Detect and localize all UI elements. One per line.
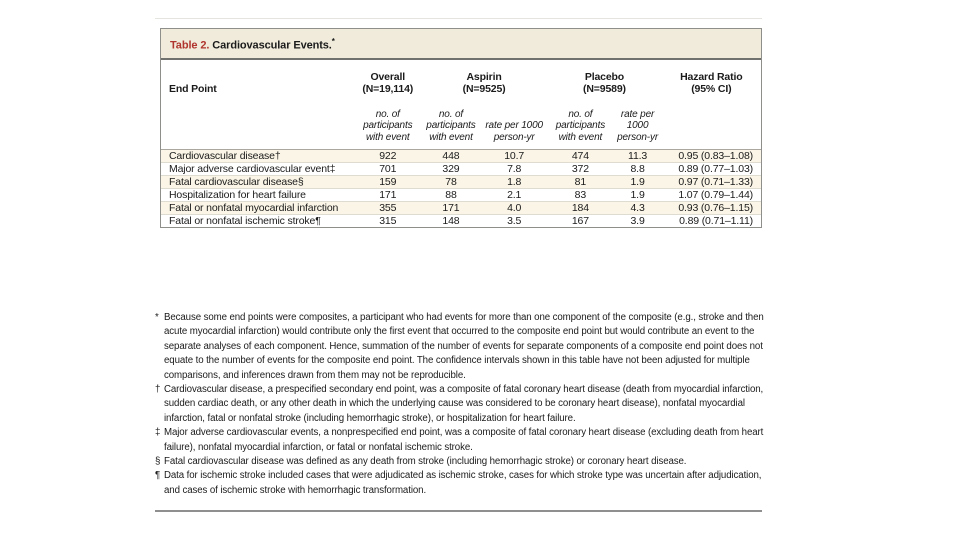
group-n: (N=19,114) (362, 82, 414, 95)
cell-aspirin-n: 88 (420, 188, 482, 202)
cell-placebo-rate: 1.9 (613, 175, 662, 189)
cell-overall-n: 922 (379, 150, 397, 163)
footnote-symbol: ‡ (155, 427, 161, 439)
table-row: Fatal or nonfatal myocardial infarction … (161, 201, 761, 215)
footnote-symbol: § (155, 456, 161, 468)
cell-overall-n: 159 (354, 175, 421, 189)
cell-overall-n: 701 (354, 162, 421, 176)
cell-placebo-n: 167 (547, 214, 614, 228)
group-label: Overall (370, 70, 406, 83)
footnote-symbol: † (155, 384, 161, 396)
cell-placebo-rate: 11.3 (628, 150, 648, 163)
group-header-row: End Point Overall (N=19,114) Aspirin (N=… (161, 60, 761, 109)
sub-header-row: no. of participants with event no. of pa… (161, 108, 761, 151)
group-label: Placebo (584, 70, 625, 83)
cell-placebo-rate: 8.8 (613, 162, 662, 176)
cell-aspirin-rate: 1.8 (481, 175, 548, 189)
table-row: Hospitalization for heart failure 171 88… (161, 188, 761, 202)
bottom-rule (155, 510, 762, 512)
group-label: Hazard Ratio (680, 70, 743, 83)
table-row: Fatal cardiovascular disease§ 159 78 1.8… (161, 175, 761, 189)
cell-placebo-n: 474 (571, 150, 589, 163)
footnote: * Because some end points were composite… (155, 311, 769, 383)
cell-aspirin-rate: 7.8 (481, 162, 548, 176)
subheader-aspirin-rate: rate per 1000 person-yr (481, 108, 548, 151)
group-n: (95% CI) (691, 82, 732, 95)
footnote: § Fatal cardiovascular disease was defin… (155, 455, 769, 469)
cell-placebo-rate: 3.9 (613, 214, 662, 228)
table-title-footnote-marker: * (331, 37, 335, 46)
cell-aspirin-rate: 3.5 (481, 214, 548, 228)
cell-hazard-ratio: 0.89 (0.71–1.11) (661, 214, 761, 228)
group-n: (N=9589) (583, 82, 626, 95)
footnote-symbol: ¶ (155, 470, 161, 482)
cell-aspirin-rate: 4.0 (481, 201, 548, 215)
cell-overall-n: 171 (354, 188, 421, 202)
cell-aspirin-n: 78 (420, 175, 482, 189)
top-rule (155, 18, 762, 19)
cell-hazard-ratio: 1.07 (0.79–1.44) (661, 188, 761, 202)
cell-placebo-n: 184 (547, 201, 614, 215)
table-number: Table 2. (170, 39, 210, 52)
cell-placebo-rate: 4.3 (613, 201, 662, 215)
footnote-symbol: * (155, 312, 159, 323)
cell-hazard-ratio: 0.97 (0.71–1.33) (661, 175, 761, 189)
footnote-text: Data for ischemic stroke included cases … (164, 470, 762, 496)
cell-overall-n: 315 (354, 214, 421, 228)
group-label: Aspirin (466, 70, 502, 83)
footnote-text: Cardiovascular disease, a prespecified s… (164, 384, 764, 424)
table-row: Fatal or nonfatal ischemic stroke¶ 315 1… (161, 214, 761, 228)
footnote-text: Fatal cardiovascular disease was defined… (164, 456, 687, 468)
subheader-empty (161, 108, 355, 151)
group-n: (N=9525) (462, 82, 506, 95)
cell-overall-n: 355 (354, 201, 421, 215)
cell-hazard-ratio: 0.93 (0.76–1.15) (661, 201, 761, 215)
column-header-end-point: End Point (169, 82, 217, 95)
subheader-aspirin-n: no. of participants with event (420, 108, 482, 151)
footnote: ¶ Data for ischemic stroke included case… (155, 469, 769, 498)
subheader-empty (661, 108, 761, 151)
cell-aspirin-n: 148 (420, 214, 482, 228)
cell-aspirin-n: 448 (442, 150, 460, 163)
cell-end-point: Hospitalization for heart failure (161, 188, 355, 202)
column-group-overall: Overall (N=19,114) (355, 60, 421, 109)
cell-end-point: Cardiovascular disease† (169, 150, 281, 163)
table-row: Major adverse cardiovascular event‡ 701 … (161, 162, 761, 176)
subheader-overall-n: no. of participants with event (354, 108, 421, 151)
cell-placebo-n: 372 (547, 162, 614, 176)
footnote-text: Because some end points were composites,… (164, 312, 764, 381)
cell-aspirin-n: 329 (420, 162, 482, 176)
cell-aspirin-rate: 2.1 (481, 188, 548, 202)
column-group-aspirin: Aspirin (N=9525) (421, 60, 547, 109)
table-title-text: Cardiovascular Events. (209, 39, 332, 52)
cell-hazard-ratio: 0.95 (0.83–1.08) (678, 150, 753, 163)
column-group-placebo: Placebo (N=9589) (547, 60, 661, 109)
table-title: Table 2. Cardiovascular Events.* (161, 29, 761, 60)
subheader-placebo-rate: rate per 1000 person-yr (613, 108, 662, 151)
cardiovascular-events-table: End Point Overall (N=19,114) Aspirin (N=… (161, 60, 761, 228)
cell-placebo-rate: 1.9 (613, 188, 662, 202)
cell-aspirin-n: 171 (420, 201, 482, 215)
subheader-placebo-n: no. of participants with event (547, 108, 614, 151)
footnote-text: Major adverse cardiovascular events, a n… (164, 427, 764, 453)
cell-end-point: Major adverse cardiovascular event‡ (161, 162, 355, 176)
cell-placebo-n: 83 (547, 188, 614, 202)
cell-end-point: Fatal or nonfatal myocardial infarction (161, 201, 355, 215)
cell-hazard-ratio: 0.89 (0.77–1.03) (661, 162, 761, 176)
cell-aspirin-rate: 10.7 (504, 150, 525, 163)
cell-end-point: Fatal or nonfatal ischemic stroke¶ (161, 214, 355, 228)
cell-end-point: Fatal cardiovascular disease§ (161, 175, 355, 189)
footnote: † Cardiovascular disease, a prespecified… (155, 383, 769, 426)
footnote: ‡ Major adverse cardiovascular events, a… (155, 426, 769, 455)
column-group-hazard-ratio: Hazard Ratio (95% CI) (662, 60, 761, 109)
table-row: Cardiovascular disease† 922 448 10.7 474… (161, 149, 761, 163)
cell-placebo-n: 81 (547, 175, 614, 189)
footnotes: * Because some end points were composite… (155, 311, 769, 498)
table-2-card: Table 2. Cardiovascular Events.* End Poi… (160, 28, 762, 229)
